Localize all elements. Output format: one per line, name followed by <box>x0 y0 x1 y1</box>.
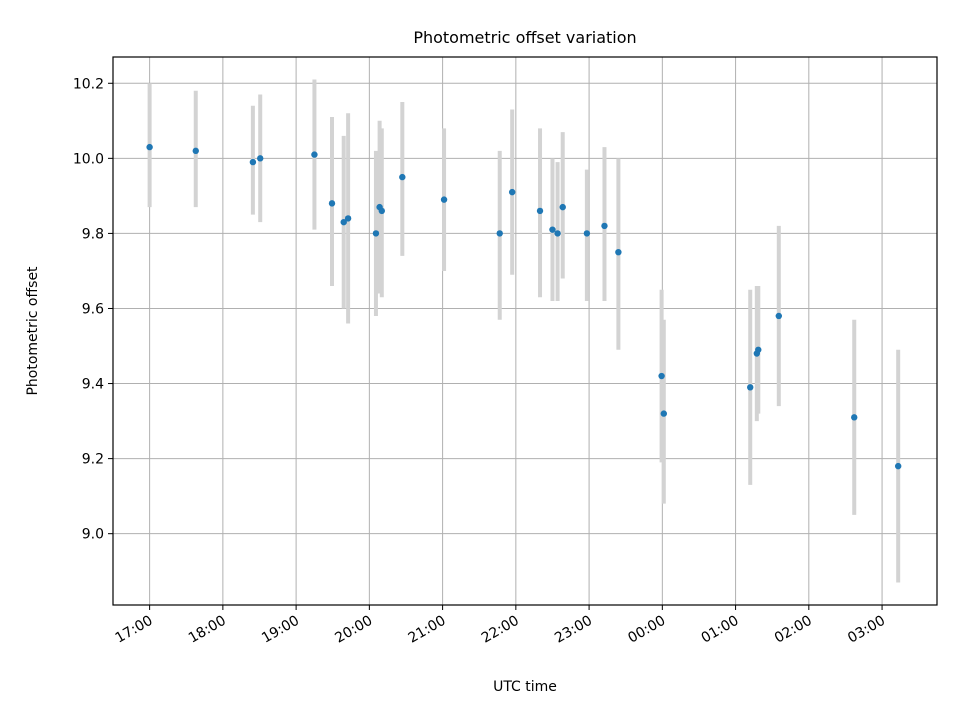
y-tick-label: 9.0 <box>82 527 104 543</box>
data-point <box>549 226 556 233</box>
data-point <box>894 462 902 470</box>
data-point <box>601 222 608 230</box>
y-tick-label: 9.4 <box>82 377 104 393</box>
data-point <box>559 203 566 211</box>
y-axis-ticks: 9.0 9.2 9.4 9.6 9.8 10.0 10.2 <box>73 76 113 543</box>
data-point <box>658 372 665 380</box>
data-point <box>508 188 516 196</box>
data-point <box>192 147 199 155</box>
data-point <box>344 215 352 222</box>
y-tick-label: 10.0 <box>73 151 104 167</box>
y-axis-label: Photometric offset <box>25 266 41 396</box>
y-tick-label: 9.8 <box>82 226 104 242</box>
data-point <box>536 207 544 215</box>
chart-title: Photometric offset variation <box>413 28 636 47</box>
data-point <box>311 151 318 158</box>
data-point <box>378 207 386 215</box>
data-point <box>755 346 762 353</box>
data-point <box>249 158 257 166</box>
data-point <box>660 410 667 417</box>
data-point <box>340 218 347 226</box>
data-point <box>583 230 591 237</box>
x-axis-label: UTC time <box>493 679 557 695</box>
data-point <box>496 230 503 237</box>
y-tick-label: 9.6 <box>82 301 104 317</box>
data-point <box>372 230 380 237</box>
data-point <box>440 196 448 203</box>
data-point <box>146 143 153 151</box>
y-tick-label: 10.2 <box>73 76 104 92</box>
data-point <box>747 384 754 391</box>
y-tick-label: 9.2 <box>82 452 104 468</box>
data-point <box>615 248 622 256</box>
data-point <box>851 414 858 421</box>
data-point <box>328 200 336 207</box>
data-point <box>554 230 561 237</box>
data-points <box>146 143 902 470</box>
data-point <box>257 155 264 162</box>
data-point <box>775 312 782 320</box>
plot-frame <box>112 56 938 606</box>
grid <box>113 57 937 605</box>
data-point <box>399 173 406 181</box>
